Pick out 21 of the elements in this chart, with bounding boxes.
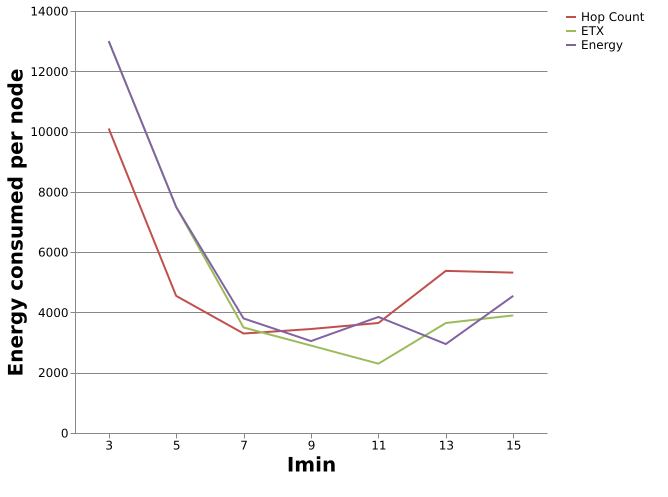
y-tick-label: 14000 xyxy=(30,4,68,18)
y-tick-label: 0 xyxy=(60,426,68,440)
y-tick-label: 2000 xyxy=(38,366,68,380)
x-tick-label: 15 xyxy=(506,438,522,452)
x-tick-label: 7 xyxy=(240,438,248,452)
x-tick-label: 3 xyxy=(105,438,114,452)
y-tick-label: 12000 xyxy=(30,64,68,79)
legend-label: Energy xyxy=(581,38,624,52)
legend-label: ETX xyxy=(581,24,604,38)
y-tick-label: 6000 xyxy=(38,246,68,260)
x-axis-title: Imin xyxy=(286,452,336,476)
legend-label: Hop Count xyxy=(581,10,645,24)
y-axis-title: Energy consumed per node xyxy=(3,68,28,376)
x-tick-label: 13 xyxy=(438,438,454,452)
y-tick-label: 10000 xyxy=(30,125,68,140)
x-tick-label: 9 xyxy=(308,438,316,452)
y-tick-label: 4000 xyxy=(38,306,68,320)
line-series xyxy=(108,128,514,335)
y-tick-label: 8000 xyxy=(38,185,68,200)
x-tick-label: 5 xyxy=(172,438,180,452)
x-tick-label: 11 xyxy=(371,438,387,452)
